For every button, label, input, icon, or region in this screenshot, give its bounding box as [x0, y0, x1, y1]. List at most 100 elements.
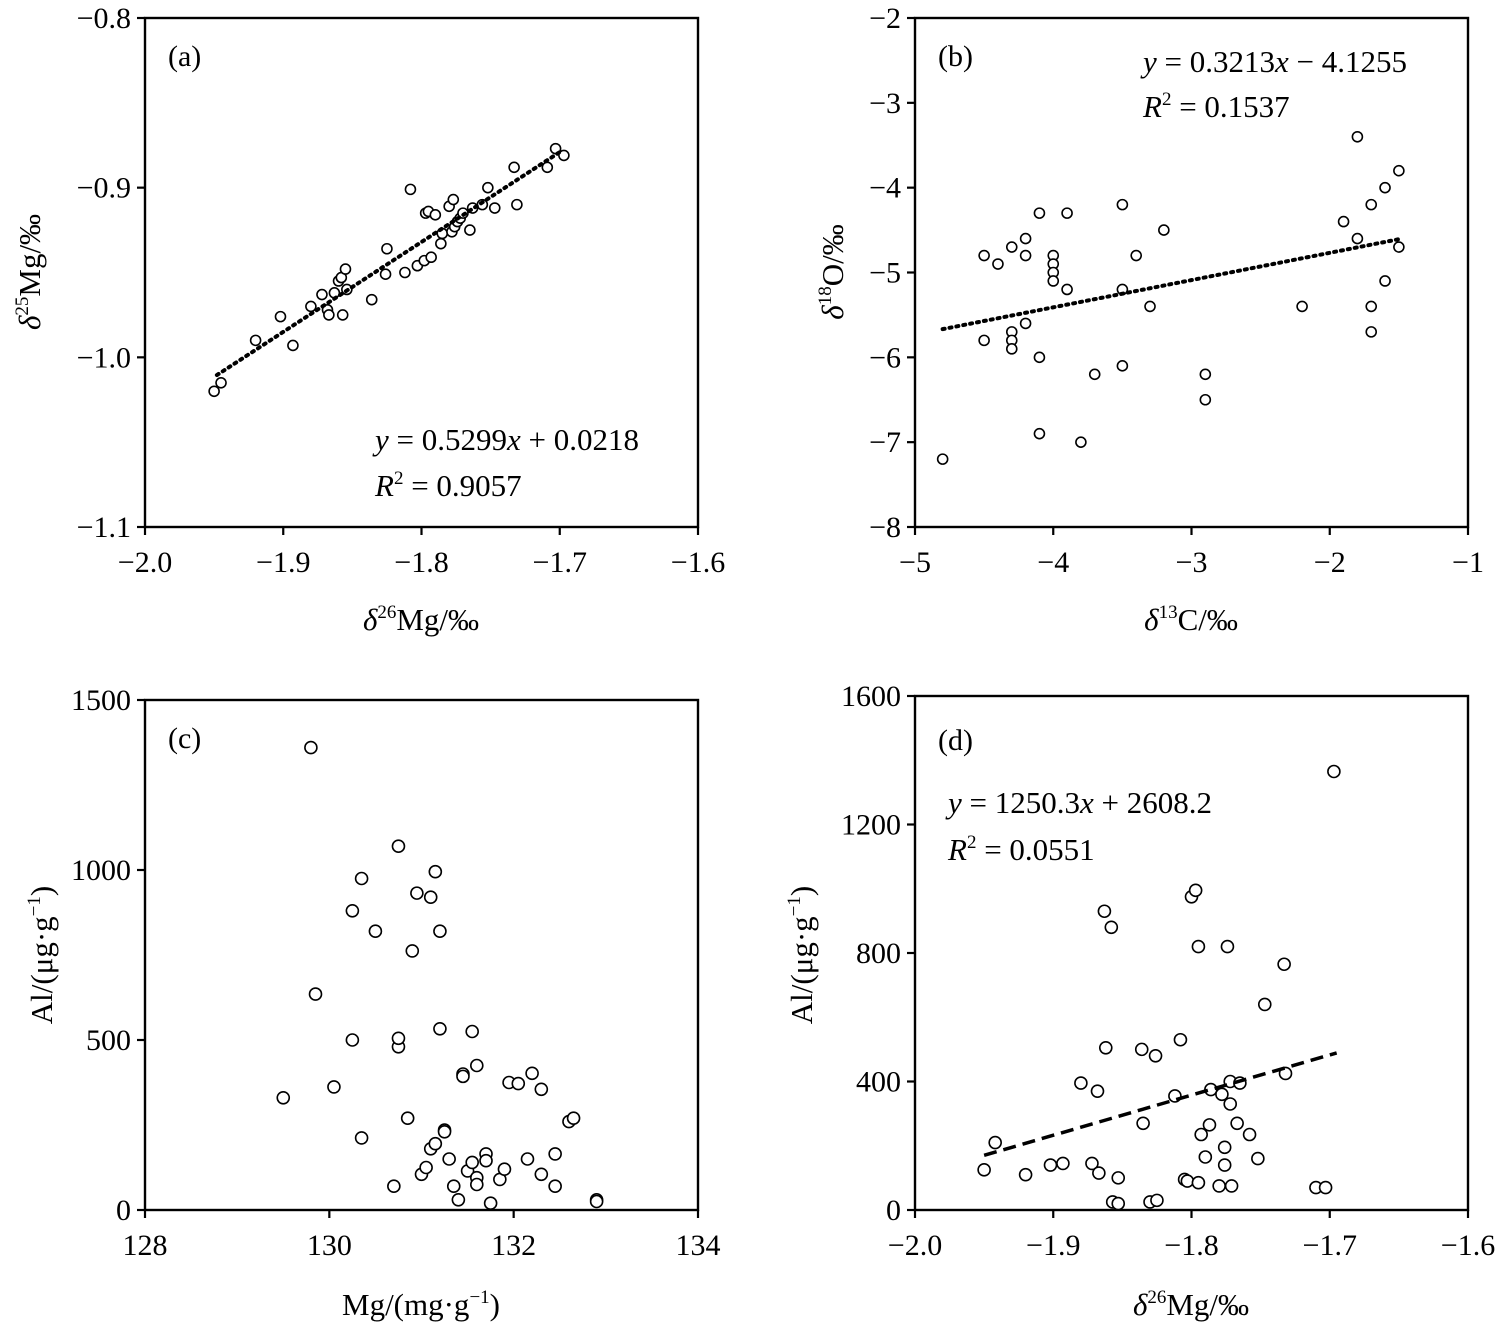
data-point — [558, 149, 570, 162]
x-tick-label: −2 — [1314, 546, 1346, 579]
data-point — [339, 263, 352, 275]
data-point — [1191, 939, 1206, 954]
data-point — [479, 1153, 493, 1168]
data-point — [354, 871, 369, 886]
y-axis-title-b: δ18O/‰ — [815, 224, 850, 319]
data-point — [428, 864, 443, 879]
data-point — [465, 1155, 479, 1170]
data-point — [446, 1179, 461, 1193]
data-point — [1212, 1179, 1226, 1193]
data-point — [1257, 997, 1272, 1012]
data-point — [1296, 300, 1308, 313]
data-point — [511, 1076, 526, 1091]
data-point — [1351, 130, 1364, 143]
trendline — [940, 237, 1401, 332]
x-tick-label: −1.8 — [1164, 1229, 1218, 1262]
data-point — [1242, 1127, 1257, 1142]
data-point — [447, 193, 460, 206]
equation-a: y = 0.5299x + 0.0218 — [372, 422, 639, 457]
x-tick-label: −1 — [1452, 546, 1484, 579]
data-point — [1130, 249, 1142, 262]
data-point — [534, 1082, 549, 1097]
data-point — [1136, 1116, 1150, 1131]
x-tick-label: −1.8 — [394, 546, 448, 579]
x-tick-label: 132 — [491, 1229, 536, 1262]
data-point — [249, 334, 262, 347]
data-point — [541, 161, 554, 174]
data-point — [1327, 764, 1341, 779]
data-point — [465, 1024, 479, 1039]
x-tick-label: −1.9 — [1026, 1229, 1080, 1262]
data-point — [1173, 1032, 1188, 1047]
data-point — [287, 339, 299, 352]
data-point — [978, 249, 990, 262]
data-point — [1191, 1175, 1206, 1190]
r-squared-d: R2 = 0.0551 — [947, 832, 1095, 867]
data-point — [1033, 207, 1046, 219]
y-tick-label: 500 — [86, 1024, 131, 1057]
y-tick-label: −2 — [869, 2, 901, 35]
data-point — [316, 288, 328, 301]
y-tick-label: −0.9 — [77, 172, 131, 205]
data-point — [1144, 300, 1156, 313]
data-point — [437, 1125, 452, 1139]
data-point — [1061, 207, 1073, 219]
panel-c: 128 130 132 134 0 500 1000 1500 (c) Mg/(mg·g−1)… — [24, 684, 721, 1322]
y-tick-label: −1.0 — [77, 341, 131, 374]
y-axis-title-d: Al/(μg·g−1) — [784, 886, 819, 1024]
data-point — [1005, 241, 1018, 253]
data-point — [1199, 393, 1212, 406]
r-squared-b: R2 = 0.1537 — [1142, 89, 1290, 124]
data-point — [1019, 249, 1032, 262]
data-point — [456, 1069, 470, 1084]
plot-frame-c — [143, 698, 700, 1212]
trendline — [214, 148, 565, 378]
data-point — [1251, 1151, 1265, 1166]
x-axis-title-b: δ13C/‰ — [1144, 602, 1238, 637]
data-point — [1148, 1049, 1163, 1063]
data-point — [323, 309, 335, 321]
y-tick-label: −8 — [869, 511, 901, 544]
data-point — [345, 1033, 360, 1047]
data-point — [425, 251, 437, 264]
trendline-a — [214, 148, 565, 378]
data-point — [1217, 1158, 1232, 1172]
x-axis-title-a: δ26Mg/‰ — [363, 602, 479, 637]
data-point — [1379, 275, 1391, 287]
data-point — [423, 890, 438, 905]
data-point — [1075, 436, 1087, 448]
data-point — [1033, 427, 1046, 440]
data-point — [1351, 232, 1364, 245]
equation-b: y = 0.3213x − 4.1255 — [1140, 44, 1407, 79]
ticks-b: −5 −4 −3 −2 −1 −8 −7 −6 −5 −4 −3 −2 — [869, 2, 1484, 579]
data-point — [548, 1179, 562, 1193]
ticks-c: 128 130 132 134 0 500 1000 1500 — [71, 684, 721, 1262]
data-point — [429, 209, 442, 221]
data-point — [391, 839, 406, 854]
data-point — [1134, 1042, 1149, 1057]
data-point — [548, 1147, 562, 1161]
data-point — [1111, 1196, 1126, 1211]
data-point — [345, 903, 360, 918]
data-point — [464, 224, 476, 236]
points-c — [276, 740, 604, 1210]
data-point — [1198, 1150, 1213, 1164]
data-point — [308, 987, 323, 1001]
data-point — [1019, 317, 1032, 330]
data-point — [1116, 360, 1129, 372]
data-point — [1188, 883, 1203, 898]
data-point — [410, 886, 424, 900]
x-tick-label: 130 — [307, 1229, 352, 1262]
panel-label-a: (a) — [168, 40, 201, 73]
data-point — [936, 453, 949, 465]
data-point — [428, 1136, 443, 1151]
data-point — [1005, 343, 1018, 355]
data-point — [1104, 920, 1119, 935]
y-tick-label: 1000 — [71, 854, 131, 887]
panel-label-c: (c) — [168, 722, 201, 755]
data-point — [1180, 1174, 1195, 1188]
ticks-d: −2.0 −1.9 −1.8 −1.7 −1.6 0 400 800 1200 1600 — [841, 680, 1495, 1262]
x-axis-title-c: Mg/(mg·g−1) — [342, 1287, 500, 1322]
data-point — [508, 161, 520, 174]
